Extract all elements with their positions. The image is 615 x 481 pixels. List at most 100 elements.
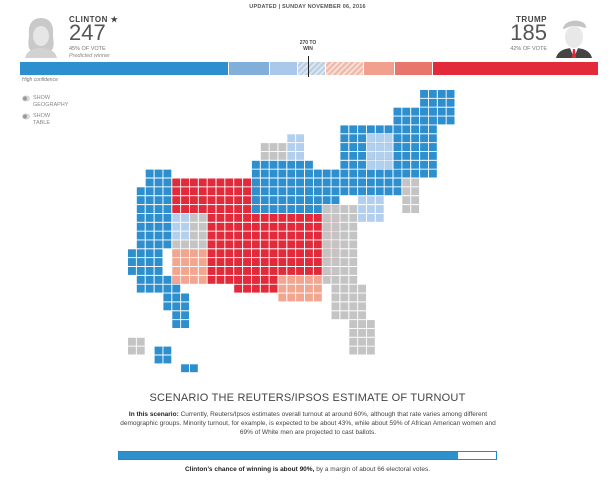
electoral-vote-tile bbox=[313, 275, 322, 284]
electoral-vote-tile bbox=[402, 107, 411, 116]
electoral-vote-tile bbox=[296, 240, 304, 249]
electoral-vote-tile bbox=[296, 178, 304, 187]
electoral-vote-tile bbox=[287, 160, 296, 169]
electoral-vote-tile bbox=[446, 98, 455, 107]
electoral-vote-tile bbox=[145, 284, 154, 293]
electoral-vote-tile bbox=[251, 240, 260, 249]
electoral-vote-tile bbox=[128, 258, 136, 266]
winner-star-icon: ★ bbox=[110, 15, 119, 24]
electoral-vote-tile bbox=[313, 267, 322, 275]
electoral-vote-tile bbox=[154, 169, 163, 178]
electoral-vote-tile bbox=[278, 143, 287, 151]
electoral-vote-tile bbox=[243, 249, 251, 258]
electoral-vote-tile bbox=[260, 267, 269, 275]
electoral-vote-tile bbox=[278, 178, 287, 187]
electoral-vote-tile bbox=[305, 205, 313, 213]
clinton-name: CLINTON ★ bbox=[69, 15, 119, 24]
show-table-toggle[interactable]: SHOW TABLE bbox=[22, 113, 73, 127]
electoral-vote-tile bbox=[172, 240, 181, 249]
electoral-vote-tile bbox=[349, 222, 358, 231]
electoral-vote-tile bbox=[322, 275, 331, 284]
electoral-vote-tile bbox=[375, 160, 384, 169]
electoral-vote-tile bbox=[260, 222, 269, 231]
bar-segment bbox=[268, 62, 297, 75]
electoral-vote-tile bbox=[181, 267, 189, 275]
electoral-vote-tile bbox=[216, 231, 225, 240]
electoral-vote-tile bbox=[366, 187, 375, 196]
electoral-vote-tile bbox=[207, 187, 216, 196]
electoral-vote-tile bbox=[216, 178, 225, 187]
electoral-vote-tile bbox=[411, 169, 420, 178]
electoral-vote-tile bbox=[198, 196, 207, 205]
bar-segment bbox=[325, 62, 364, 75]
electoral-vote-tile bbox=[384, 160, 393, 169]
electoral-vote-tile bbox=[349, 187, 358, 196]
electoral-vote-tile bbox=[411, 178, 420, 187]
electoral-vote-tile bbox=[189, 258, 198, 266]
electoral-vote-tile bbox=[358, 293, 366, 302]
electoral-vote-tile bbox=[313, 222, 322, 231]
electoral-vote-tile bbox=[198, 222, 207, 231]
electoral-vote-tile bbox=[411, 160, 420, 169]
electoral-vote-tile bbox=[128, 267, 136, 275]
electoral-vote-tile bbox=[154, 213, 163, 222]
electoral-vote-tile bbox=[260, 187, 269, 196]
electoral-vote-tile bbox=[393, 151, 402, 160]
electoral-vote-tile bbox=[331, 187, 340, 196]
electoral-vote-tile bbox=[402, 196, 411, 205]
electoral-vote-tile bbox=[154, 249, 163, 258]
electoral-vote-tile bbox=[128, 346, 136, 355]
electoral-vote-tile bbox=[260, 258, 269, 266]
electoral-vote-tile bbox=[163, 187, 172, 196]
electoral-vote-tile bbox=[340, 160, 349, 169]
electoral-vote-tile bbox=[331, 169, 340, 178]
electoral-vote-tile bbox=[340, 169, 349, 178]
scenario-title: SCENARIO THE REUTERS/IPSOS ESTIMATE OF T… bbox=[149, 392, 466, 404]
electoral-vote-tile bbox=[181, 258, 189, 266]
electoral-vote-tile bbox=[296, 134, 304, 143]
electoral-vote-tile bbox=[234, 240, 243, 249]
electoral-vote-tile bbox=[287, 284, 296, 293]
electoral-vote-tile bbox=[145, 258, 154, 266]
electoral-vote-tile bbox=[340, 267, 349, 275]
trump-electoral-votes: 185 bbox=[510, 20, 547, 45]
electoral-vote-tile bbox=[278, 284, 287, 293]
electoral-vote-tile bbox=[322, 196, 331, 205]
electoral-vote-tile bbox=[322, 169, 331, 178]
electoral-vote-tile bbox=[189, 205, 198, 213]
electoral-vote-tile bbox=[128, 249, 136, 258]
electoral-vote-tile bbox=[366, 320, 375, 328]
show-geography-toggle[interactable]: SHOW GEOGRAPHY bbox=[22, 95, 73, 109]
electoral-vote-tile bbox=[172, 196, 181, 205]
electoral-vote-tile bbox=[269, 267, 278, 275]
electoral-vote-tile bbox=[420, 90, 428, 98]
electoral-vote-tile bbox=[128, 337, 136, 346]
electoral-vote-tile bbox=[181, 249, 189, 258]
electoral-vote-tile bbox=[225, 249, 234, 258]
electoral-vote-tile bbox=[260, 151, 269, 160]
electoral-vote-tile bbox=[420, 116, 428, 125]
electoral-vote-tile bbox=[181, 222, 189, 231]
electoral-vote-tile bbox=[375, 125, 384, 134]
electoral-vote-tile bbox=[296, 293, 304, 302]
electoral-vote-tile bbox=[251, 187, 260, 196]
electoral-vote-tile bbox=[305, 249, 313, 258]
bar-segment bbox=[363, 62, 394, 75]
electoral-vote-tile bbox=[331, 178, 340, 187]
electoral-vote-tile bbox=[251, 169, 260, 178]
electoral-vote-tile bbox=[251, 231, 260, 240]
electoral-vote-tile bbox=[163, 302, 172, 311]
win-probability-text: Clinton’s chance of winning is about 90%… bbox=[184, 466, 431, 473]
electoral-vote-tile bbox=[296, 249, 304, 258]
electoral-vote-tile bbox=[340, 284, 349, 293]
electoral-vote-tile bbox=[269, 231, 278, 240]
electoral-vote-tile bbox=[251, 213, 260, 222]
electoral-vote-tile bbox=[349, 320, 358, 328]
electoral-vote-tile bbox=[349, 249, 358, 258]
electoral-vote-tile bbox=[234, 284, 243, 293]
electoral-vote-tile bbox=[366, 213, 375, 222]
electoral-vote-tile bbox=[172, 249, 181, 258]
electoral-vote-tile bbox=[287, 249, 296, 258]
electoral-vote-tile bbox=[428, 134, 437, 143]
